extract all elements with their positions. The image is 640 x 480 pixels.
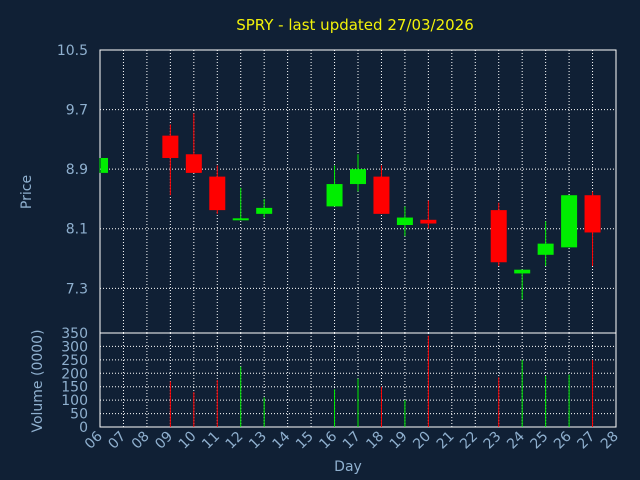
candle-body <box>537 243 554 255</box>
volume-bars <box>169 335 594 427</box>
volume-tick-label: 150 <box>61 380 88 396</box>
x-tick-label: 27 <box>574 429 598 453</box>
candle-body <box>326 184 343 207</box>
gridlines <box>100 50 616 427</box>
candle-body <box>561 195 578 248</box>
candle-body <box>584 195 601 233</box>
price-tick-label: 9.7 <box>66 103 88 119</box>
candle-body <box>209 176 226 211</box>
x-tick-label: 11 <box>199 429 223 453</box>
x-tick-label: 08 <box>129 429 153 453</box>
x-tick-label: 10 <box>176 429 200 453</box>
volume-tick-label: 300 <box>61 339 88 355</box>
x-tick-label: 19 <box>387 429 411 453</box>
x-axis-label: Day <box>334 459 362 475</box>
candles <box>99 113 601 300</box>
candle-body <box>185 154 202 173</box>
price-tick-labels: 10.5 9.7 8.9 8.1 7.3 <box>57 43 88 297</box>
x-tick-label: 21 <box>434 429 458 453</box>
price-tick-label: 8.1 <box>66 222 88 238</box>
volume-tick-label: 100 <box>61 393 88 409</box>
volume-tick-label: 350 <box>61 326 88 342</box>
x-tick-label: 07 <box>105 429 129 453</box>
x-tick-label: 26 <box>551 428 575 452</box>
chart-title: SPRY - last updated 27/03/2026 <box>236 16 474 34</box>
volume-tick-label: 200 <box>61 366 88 382</box>
x-tick-label: 17 <box>340 429 364 453</box>
x-tick-label: 18 <box>363 429 387 453</box>
price-tick-label: 10.5 <box>57 43 88 59</box>
candle-body <box>514 269 531 274</box>
x-tick-label: 22 <box>457 429 481 453</box>
x-tick-label: 20 <box>410 429 434 453</box>
x-tick-label: 09 <box>152 429 176 453</box>
candle-body <box>396 217 413 226</box>
candle-body <box>350 169 366 185</box>
candle-body <box>256 207 273 214</box>
x-tick-label: 24 <box>504 428 528 452</box>
price-tick-label: 8.9 <box>66 162 88 178</box>
candle-body <box>162 135 179 158</box>
volume-axis-label: Volume (0000) <box>30 329 46 432</box>
x-tick-label: 15 <box>293 429 317 453</box>
volume-tick-label: 250 <box>61 353 88 369</box>
price-axis-label: Price <box>19 175 35 209</box>
price-tick-label: 7.3 <box>66 281 88 297</box>
candle-body <box>490 210 507 263</box>
x-tick-label: 16 <box>316 428 340 452</box>
volume-tick-label: 0 <box>79 420 88 436</box>
candle-body <box>373 176 390 214</box>
x-tick-label: 25 <box>528 429 552 453</box>
volume-tick-label: 50 <box>70 407 88 423</box>
candle-body <box>232 218 249 221</box>
x-tick-label: 23 <box>481 429 505 453</box>
x-tick-label: 28 <box>598 429 622 453</box>
x-tick-labels: 06 07 08 09 10 11 12 13 14 15 16 17 18 19 20 21 22 23 24 25… <box>82 428 622 452</box>
x-tick-label: 12 <box>223 429 247 453</box>
x-tick-label: 14 <box>270 428 294 452</box>
x-tick-label: 13 <box>246 429 270 453</box>
candle-body <box>420 219 437 224</box>
candle-body <box>101 157 108 173</box>
